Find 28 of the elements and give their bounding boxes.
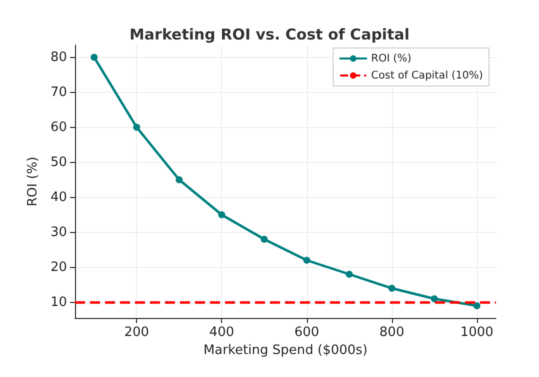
y-tick-label: 80	[50, 50, 67, 65]
x-tick-label: 1000	[460, 325, 494, 340]
y-tick-label: 20	[50, 260, 67, 275]
x-tick-label: 800	[379, 325, 404, 340]
y-tick-label: 40	[50, 190, 67, 205]
point	[473, 302, 480, 310]
y-axis-title: ROI (%)	[26, 156, 41, 206]
y-tick-label: 50	[50, 154, 67, 170]
point	[218, 211, 226, 218]
y-tick-label: 60	[50, 120, 67, 135]
x-axis-title: Marketing Spend ($000s)	[203, 342, 368, 358]
y-tick-label: 10	[50, 294, 67, 310]
point	[260, 236, 268, 243]
point	[388, 284, 396, 292]
point	[133, 124, 140, 131]
x-tick-label: 400	[209, 325, 234, 340]
legend-label: ROI (%)	[371, 52, 412, 64]
y-tick-label: 70	[50, 84, 67, 100]
point	[303, 256, 310, 264]
point	[90, 54, 98, 61]
legend-label: Cost of Capital (10%)	[371, 70, 484, 82]
y-tick-label: 30	[50, 224, 67, 240]
point	[176, 176, 183, 184]
x-tick-label: 600	[294, 325, 320, 340]
chart-title: Marketing ROI vs. Cost of Capital	[129, 26, 410, 44]
point	[346, 270, 353, 278]
x-tick-label: 200	[124, 325, 150, 340]
point	[430, 295, 438, 302]
